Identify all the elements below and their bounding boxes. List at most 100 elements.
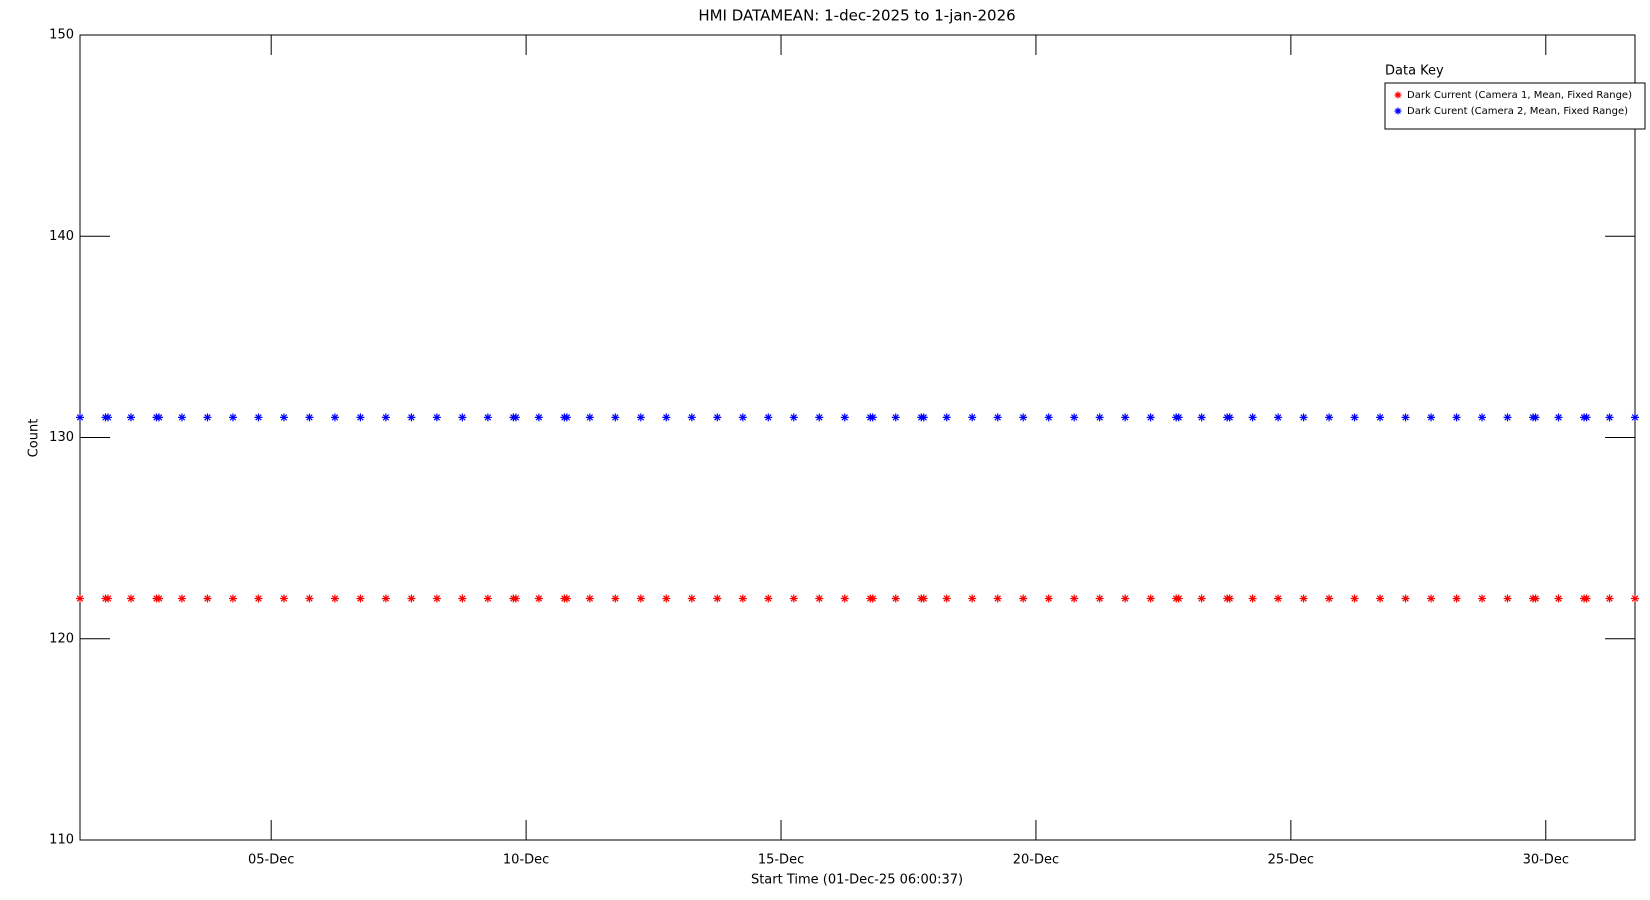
data-point: [636, 413, 645, 422]
data-point: [764, 413, 773, 422]
data-point: [511, 413, 520, 422]
data-point: [483, 413, 492, 422]
data-point: [279, 413, 288, 422]
data-point: [919, 594, 928, 603]
data-point: [1248, 413, 1257, 422]
legend-marker: [1394, 107, 1402, 115]
data-point: [562, 594, 571, 603]
data-point: [356, 594, 365, 603]
x-tick-label: 25-Dec: [1268, 853, 1314, 868]
data-point: [1299, 413, 1308, 422]
data-point: [1019, 594, 1028, 603]
data-point: [789, 413, 798, 422]
x-tick-label: 30-Dec: [1523, 853, 1569, 868]
data-point: [407, 413, 416, 422]
data-point: [687, 413, 696, 422]
data-point: [1427, 413, 1436, 422]
data-point: [254, 413, 263, 422]
x-tick-label: 20-Dec: [1013, 853, 1059, 868]
data-point: [1605, 594, 1614, 603]
data-point: [1376, 413, 1385, 422]
data-point: [381, 594, 390, 603]
data-point: [254, 594, 263, 603]
data-point: [356, 413, 365, 422]
x-tick-label: 05-Dec: [248, 853, 294, 868]
data-point: [279, 594, 288, 603]
data-point: [458, 594, 467, 603]
data-point: [1197, 594, 1206, 603]
data-point: [840, 413, 849, 422]
data-point: [1070, 413, 1079, 422]
data-point: [1225, 413, 1234, 422]
data-point: [636, 594, 645, 603]
data-point: [104, 594, 113, 603]
data-point: [1503, 594, 1512, 603]
data-point: [155, 413, 164, 422]
data-point: [1631, 413, 1639, 422]
legend-label: Dark Current (Camera 1, Mean, Fixed Rang…: [1407, 90, 1632, 101]
data-point: [1095, 594, 1104, 603]
data-point: [1376, 594, 1385, 603]
data-point: [1121, 594, 1130, 603]
data-point: [228, 594, 237, 603]
data-point: [687, 594, 696, 603]
data-point: [177, 413, 186, 422]
data-point: [483, 594, 492, 603]
data-point: [611, 413, 620, 422]
data-point: [713, 594, 722, 603]
data-point: [1452, 413, 1461, 422]
data-point: [1582, 594, 1591, 603]
data-point: [1274, 594, 1283, 603]
data-point: [177, 594, 186, 603]
data-point: [840, 594, 849, 603]
data-point: [1095, 413, 1104, 422]
data-point: [1531, 594, 1540, 603]
data-point: [815, 594, 824, 603]
legend-marker: [1394, 91, 1402, 99]
data-point: [1299, 594, 1308, 603]
data-point: [1350, 594, 1359, 603]
data-point: [203, 413, 212, 422]
data-point: [432, 594, 441, 603]
data-point: [330, 413, 339, 422]
data-point: [1503, 413, 1512, 422]
data-point: [76, 413, 84, 422]
data-point: [1582, 413, 1591, 422]
data-point: [1146, 594, 1155, 603]
data-point: [305, 413, 314, 422]
data-point: [1631, 594, 1639, 603]
data-point: [1531, 413, 1540, 422]
data-point: [993, 413, 1002, 422]
data-point: [891, 413, 900, 422]
data-point: [662, 413, 671, 422]
y-tick-label: 110: [49, 833, 74, 848]
data-point: [1427, 594, 1436, 603]
data-point: [155, 594, 164, 603]
y-axis-label: Count: [27, 419, 42, 458]
data-point: [407, 594, 416, 603]
data-point: [1174, 413, 1183, 422]
data-point: [228, 413, 237, 422]
data-point: [511, 594, 520, 603]
data-point: [562, 413, 571, 422]
data-point: [868, 594, 877, 603]
data-point: [815, 413, 824, 422]
data-point: [968, 594, 977, 603]
data-point: [1401, 594, 1410, 603]
data-point: [1478, 594, 1487, 603]
data-point: [1325, 594, 1334, 603]
data-point: [1478, 413, 1487, 422]
data-point: [432, 413, 441, 422]
x-axis-label: Start Time (01-Dec-25 06:00:37): [751, 873, 963, 888]
data-point: [1274, 413, 1283, 422]
data-point: [942, 413, 951, 422]
legend-title: Data Key: [1385, 64, 1444, 79]
data-point: [381, 413, 390, 422]
data-point: [585, 413, 594, 422]
chart-title: HMI DATAMEAN: 1-dec-2025 to 1-jan-2026: [698, 7, 1015, 25]
legend-label: Dark Curent (Camera 2, Mean, Fixed Range…: [1407, 106, 1628, 117]
data-point: [1554, 594, 1563, 603]
data-point: [1248, 594, 1257, 603]
